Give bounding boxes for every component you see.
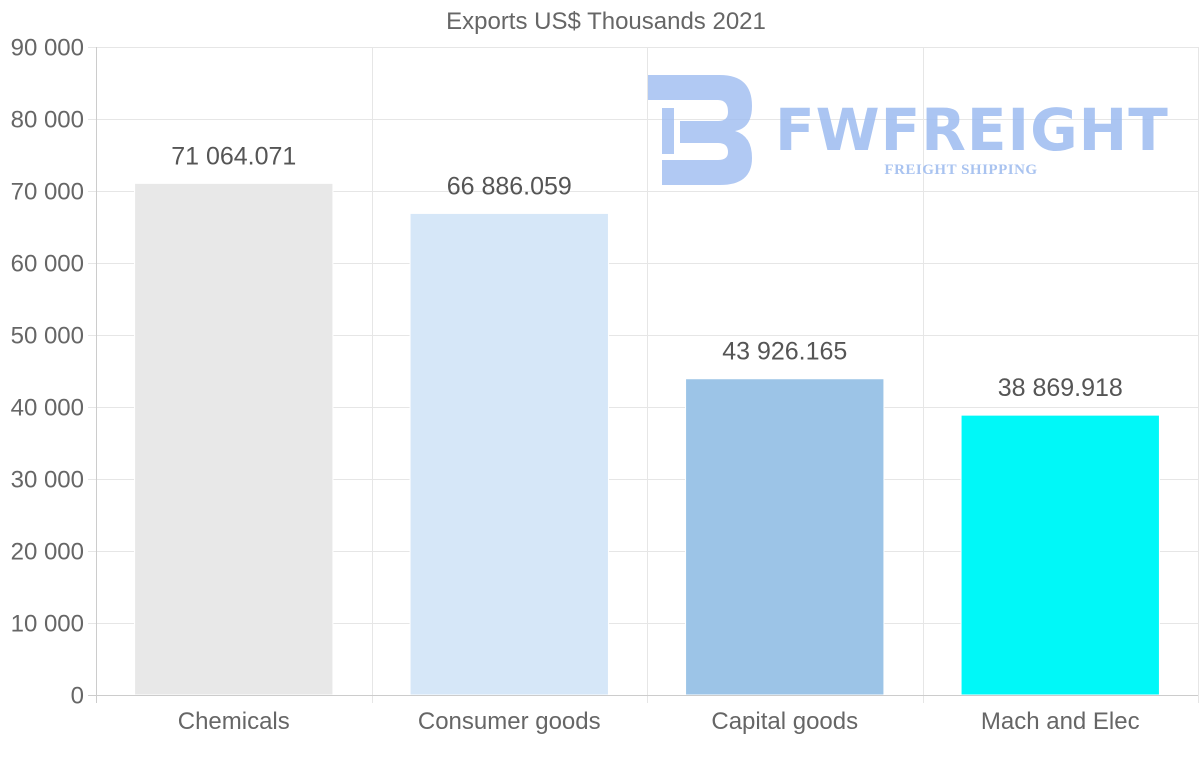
y-tick-label: 30 000 (11, 467, 84, 494)
labels: 0 10 000 20 000 30 000 40 000 50 000 60 000 70 … (11, 35, 1140, 736)
chart-title: Exports US$ Thousands 2021 (446, 8, 766, 35)
y-tick-label: 0 (71, 683, 84, 710)
bar-value-label: 71 064.071 (171, 142, 296, 170)
watermark-tagline: FREIGHT SHIPPING (884, 162, 1037, 178)
bar (409, 212, 609, 696)
y-tick-label: 70 000 (11, 179, 84, 206)
bar-value-label: 43 926.165 (722, 338, 847, 366)
y-tick-label: 40 000 (11, 395, 84, 422)
axes (88, 47, 1198, 703)
watermark: FWFREIGHT FREIGHT SHIPPING (648, 75, 1169, 185)
bar (685, 378, 885, 696)
bar-value-label: 66 886.059 (447, 172, 572, 200)
x-tick-label: Capital goods (711, 708, 858, 735)
x-tick-label: Consumer goods (418, 708, 601, 735)
y-tick-label: 80 000 (11, 107, 84, 134)
y-tick-label: 20 000 (11, 539, 84, 566)
y-tick-label: 50 000 (11, 323, 84, 350)
bar (960, 414, 1160, 696)
watermark-brand: FWFREIGHT (775, 96, 1169, 164)
x-tick-label: Mach and Elec (981, 708, 1140, 735)
x-tick-label: Chemicals (178, 708, 290, 735)
y-tick-label: 60 000 (11, 251, 84, 278)
y-tick-label: 10 000 (11, 611, 84, 638)
fw-logo-icon (648, 75, 752, 185)
y-tick-label: 90 000 (11, 35, 84, 62)
bars (134, 182, 1160, 696)
bar-value-label: 38 869.918 (998, 374, 1123, 402)
bar (134, 182, 334, 696)
